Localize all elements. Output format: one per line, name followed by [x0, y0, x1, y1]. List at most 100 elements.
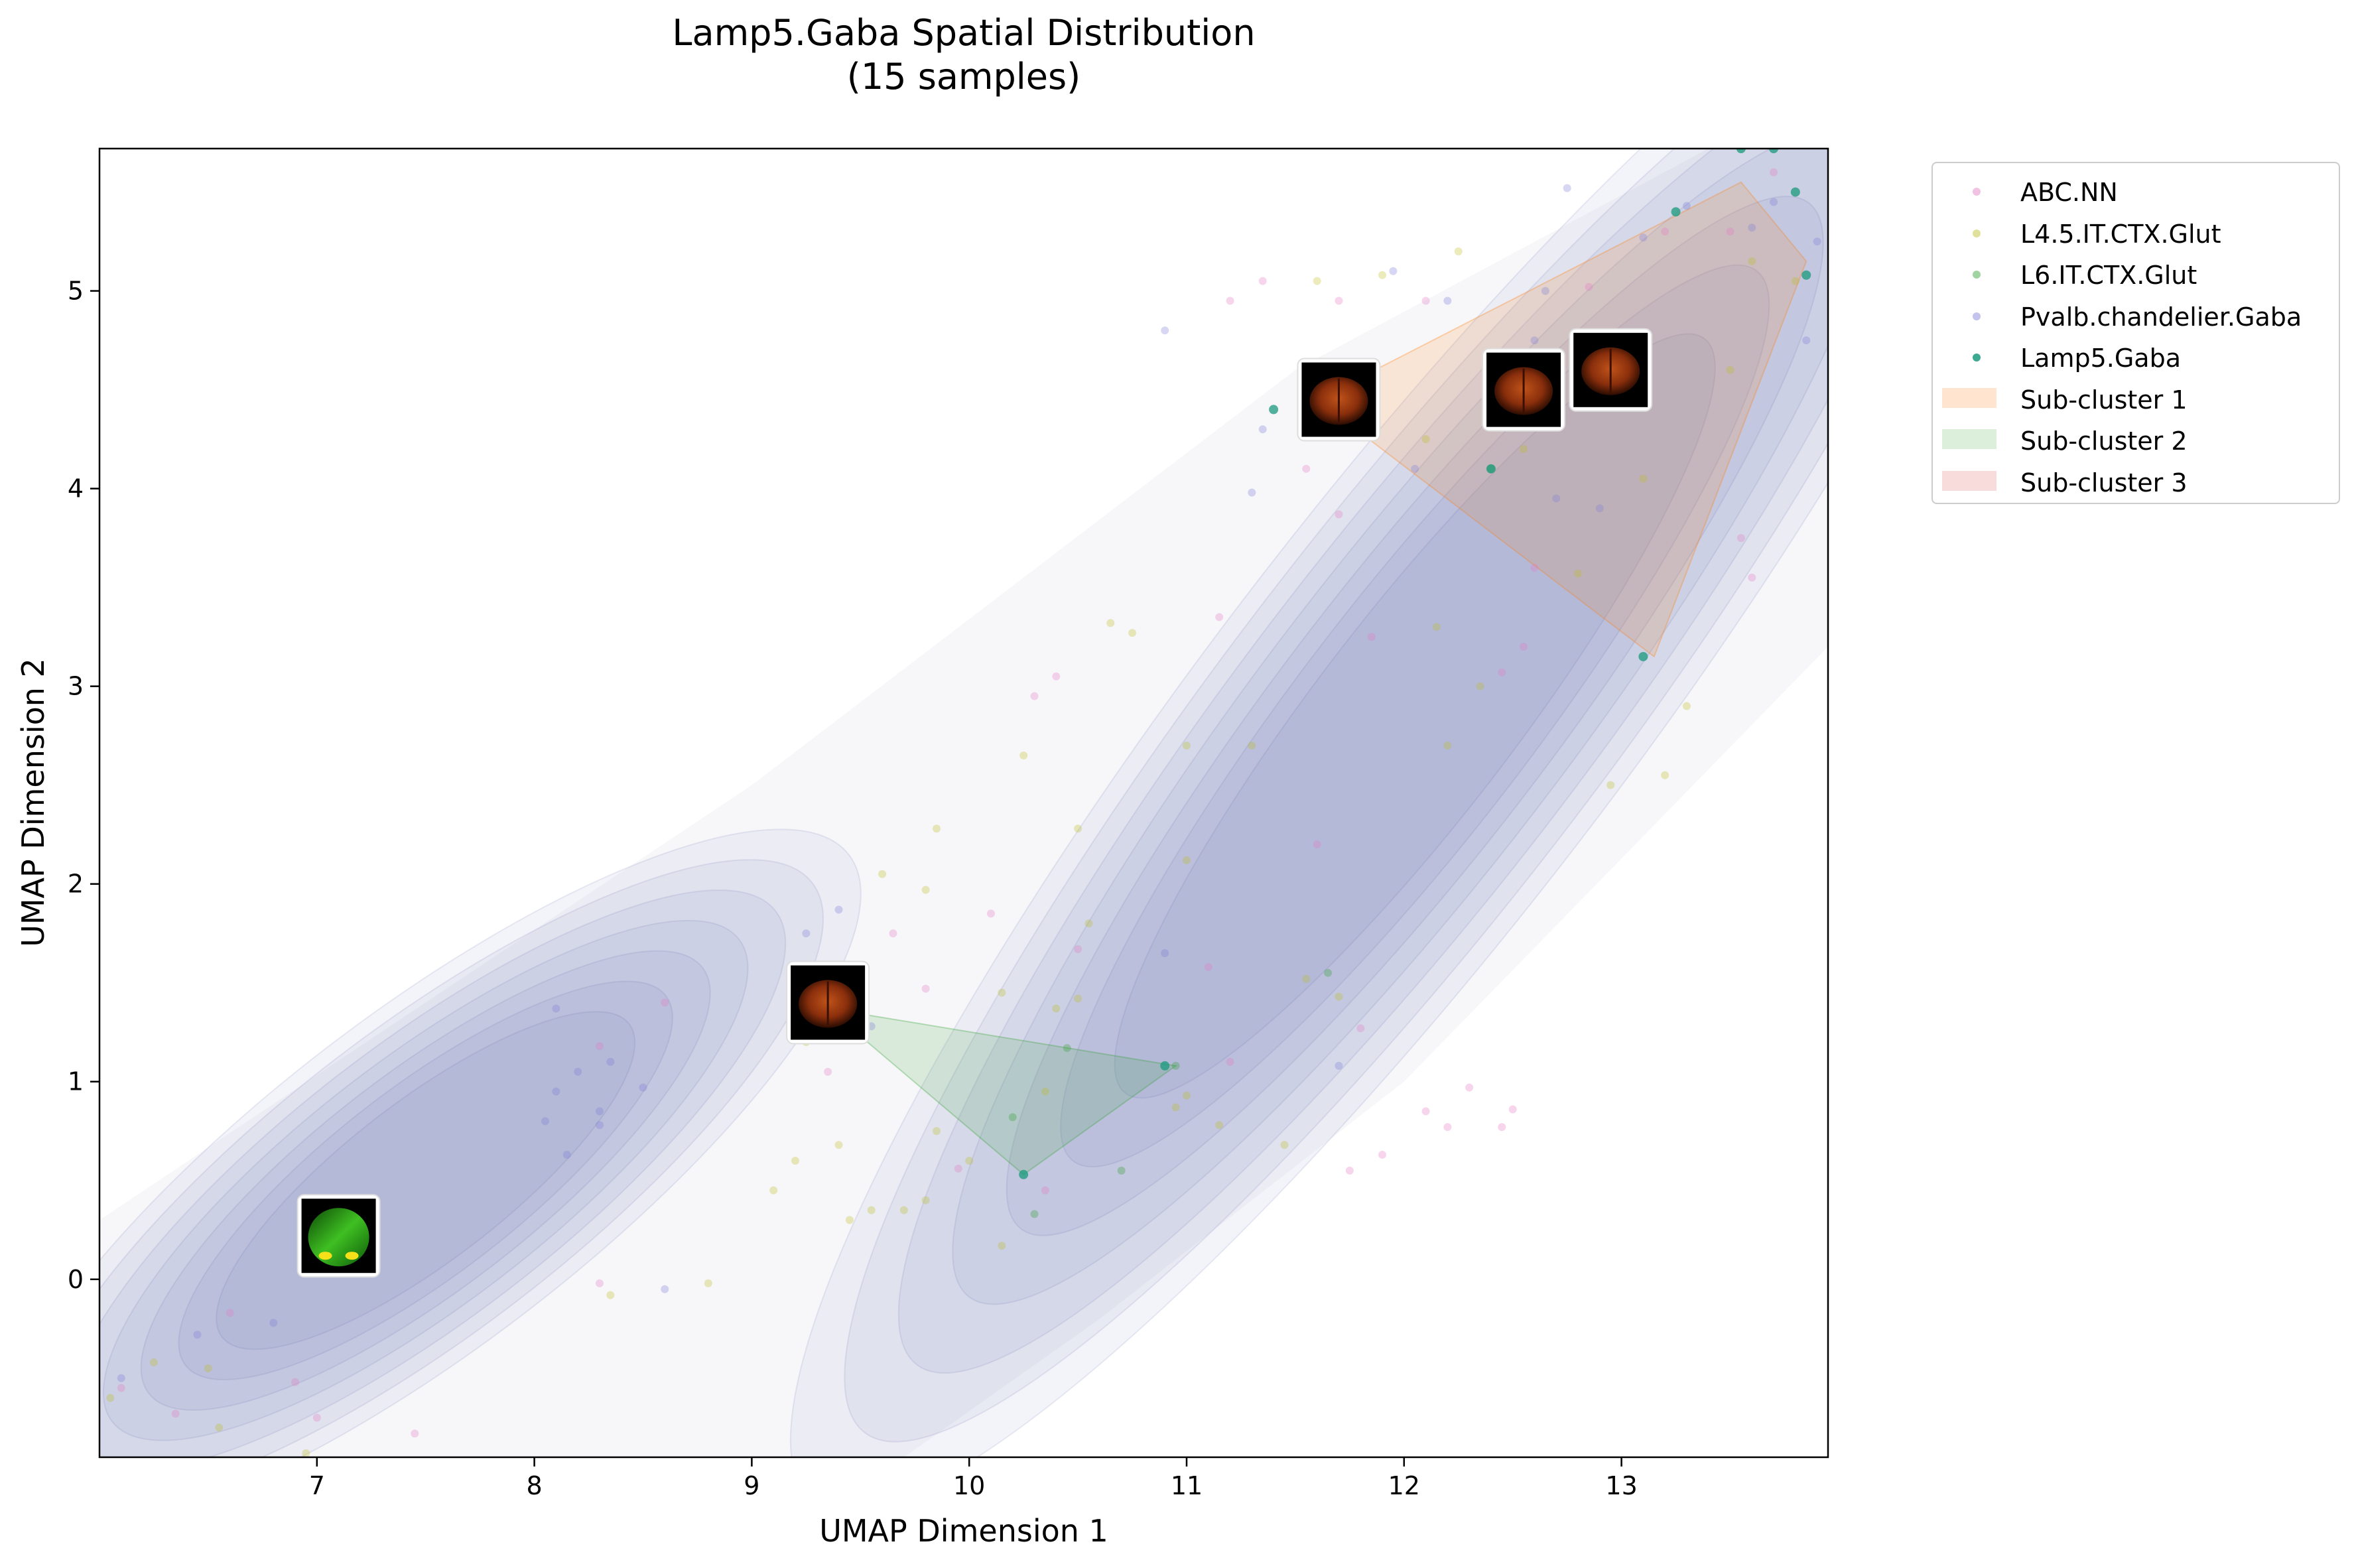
brain-slice-thumbnail-1 [296, 1194, 381, 1278]
point-abc-nn-21 [1443, 1123, 1452, 1132]
point-abc-nn-2 [226, 1309, 234, 1317]
legend-label: Lamp5.Gaba [2020, 344, 2181, 373]
point-pvalb-chandelier-gaba-9 [606, 1057, 615, 1066]
chart-title-line-1: Lamp5.Gaba Spatial Distribution [672, 12, 1255, 54]
x-tick-label-10: 10 [953, 1471, 985, 1500]
density-band-0-2 [99, 889, 787, 1457]
legend-item-l6-it-ctx-glut: L6.IT.CTX.Glut [1933, 258, 2339, 291]
point-lamp5-gaba-10 [1671, 207, 1681, 217]
legend-item-sub-cluster-1: Sub-cluster 1 [1933, 383, 2339, 416]
point-l4-5-it-ctx-glut-7 [769, 1186, 778, 1195]
point-pvalb-chandelier-gaba-1 [193, 1331, 202, 1339]
chart-title-line-2: (15 samples) [847, 56, 1080, 98]
point-l6-it-ctx-glut-2 [1030, 1210, 1039, 1218]
point-pvalb-chandelier-gaba-23 [1411, 464, 1419, 473]
point-l4-5-it-ctx-glut-52 [1682, 702, 1691, 710]
point-pvalb-chandelier-gaba-20 [1258, 425, 1267, 434]
point-l4-5-it-ctx-glut-19 [1052, 1004, 1061, 1013]
point-l4-5-it-ctx-glut-51 [1661, 771, 1669, 779]
point-abc-nn-10 [921, 984, 930, 993]
point-l4-5-it-ctx-glut-2 [204, 1364, 212, 1372]
point-abc-nn-26 [954, 1164, 962, 1173]
point-pvalb-chandelier-gaba-12 [661, 1285, 669, 1293]
point-abc-nn-29 [1215, 613, 1224, 621]
point-pvalb-chandelier-gaba-11 [639, 1083, 647, 1092]
point-lamp5-gaba-9 [1638, 651, 1648, 661]
point-abc-nn-32 [1367, 633, 1376, 641]
point-abc-nn-16 [1226, 1057, 1234, 1066]
y-tick-label-0: 0 [68, 1265, 84, 1294]
point-l4-5-it-ctx-glut-41 [1378, 271, 1387, 279]
legend-swatch [1973, 188, 1981, 196]
point-abc-nn-37 [1498, 668, 1506, 677]
point-pvalb-chandelier-gaba-8 [595, 1121, 604, 1130]
point-l4-5-it-ctx-glut-25 [921, 885, 930, 894]
point-abc-nn-42 [1726, 228, 1734, 236]
legend-label: Pvalb.chandelier.Gaba [2020, 302, 2302, 332]
scatter-points [106, 149, 1821, 1457]
point-l4-5-it-ctx-glut-37 [1182, 742, 1191, 750]
point-abc-nn-25 [1041, 1186, 1049, 1195]
point-l4-5-it-ctx-glut-32 [1280, 1141, 1289, 1149]
point-l4-5-it-ctx-glut-23 [1019, 751, 1028, 759]
point-abc-nn-24 [1508, 1105, 1517, 1114]
point-l6-it-ctx-glut-4 [1324, 968, 1333, 977]
point-l4-5-it-ctx-glut-42 [1421, 435, 1430, 444]
point-pvalb-chandelier-gaba-33 [1770, 198, 1778, 206]
x-tick-label-12: 12 [1388, 1471, 1420, 1500]
point-abc-nn-22 [1465, 1083, 1474, 1092]
point-lamp5-gaba-13 [1790, 187, 1800, 197]
point-l4-5-it-ctx-glut-50 [1639, 474, 1648, 483]
point-pvalb-chandelier-gaba-30 [1639, 233, 1648, 242]
point-l4-5-it-ctx-glut-49 [1606, 781, 1615, 789]
density-band-1-3 [952, 149, 1828, 1305]
point-l4-5-it-ctx-glut-22 [1074, 824, 1082, 833]
point-l4-5-it-ctx-glut-14 [921, 1196, 930, 1205]
point-pvalb-chandelier-gaba-7 [595, 1107, 604, 1116]
density-band-1-2 [897, 149, 1828, 1374]
density-band-0-3 [102, 919, 749, 1441]
density-band-0-0 [99, 828, 862, 1457]
point-abc-nn-45 [1770, 168, 1778, 176]
point-pvalb-chandelier-gaba-24 [1443, 296, 1452, 305]
point-pvalb-chandelier-gaba-3 [541, 1117, 549, 1126]
point-l4-5-it-ctx-glut-4 [302, 1449, 310, 1457]
point-l4-5-it-ctx-glut-1 [149, 1358, 158, 1366]
point-l4-5-it-ctx-glut-43 [1432, 623, 1441, 631]
point-lamp5-gaba-12 [1769, 149, 1779, 153]
legend-item-abc-nn: ABC.NN [1933, 175, 2339, 208]
point-l4-5-it-ctx-glut-11 [845, 1216, 854, 1224]
y-axis-label: UMAP Dimension 2 [15, 658, 51, 947]
point-abc-nn-0 [117, 1384, 125, 1392]
brain-slice-thumbnail-5 [1569, 328, 1653, 412]
point-abc-nn-14 [1204, 962, 1212, 971]
density-band-1-5 [1060, 264, 1770, 1167]
point-l4-5-it-ctx-glut-6 [704, 1279, 712, 1287]
point-pvalb-chandelier-gaba-32 [1748, 224, 1756, 232]
point-abc-nn-30 [1335, 510, 1343, 519]
point-abc-nn-28 [1052, 672, 1061, 681]
point-pvalb-chandelier-gaba-34 [1802, 336, 1811, 345]
plot-frame [98, 147, 1829, 1459]
point-l4-5-it-ctx-glut-33 [1302, 974, 1311, 983]
legend-item-lamp5-gaba: Lamp5.Gaba [1933, 341, 2339, 374]
legend-swatch [1973, 354, 1981, 361]
y-tick-label-5: 5 [68, 277, 84, 306]
point-l4-5-it-ctx-glut-17 [998, 988, 1006, 997]
plot-area [99, 149, 1828, 1457]
point-pvalb-chandelier-gaba-17 [1335, 1061, 1343, 1070]
point-abc-nn-44 [1748, 573, 1756, 582]
point-pvalb-chandelier-gaba-25 [1530, 336, 1539, 345]
legend-item-pvalb-chandelier-gaba: Pvalb.chandelier.Gaba [1933, 300, 2339, 333]
point-pvalb-chandelier-gaba-14 [834, 905, 843, 914]
point-l4-5-it-ctx-glut-27 [965, 1156, 974, 1165]
point-l4-5-it-ctx-glut-45 [1454, 247, 1463, 255]
point-abc-nn-15 [1313, 840, 1321, 849]
point-abc-nn-23 [1498, 1123, 1506, 1132]
point-abc-nn-36 [1421, 296, 1430, 305]
point-l4-5-it-ctx-glut-36 [1128, 629, 1137, 637]
legend-swatch [1942, 387, 1996, 408]
legend-item-sub-cluster-2: Sub-cluster 2 [1933, 424, 2339, 457]
point-l4-5-it-ctx-glut-35 [1106, 619, 1115, 627]
point-abc-nn-1 [171, 1409, 180, 1418]
